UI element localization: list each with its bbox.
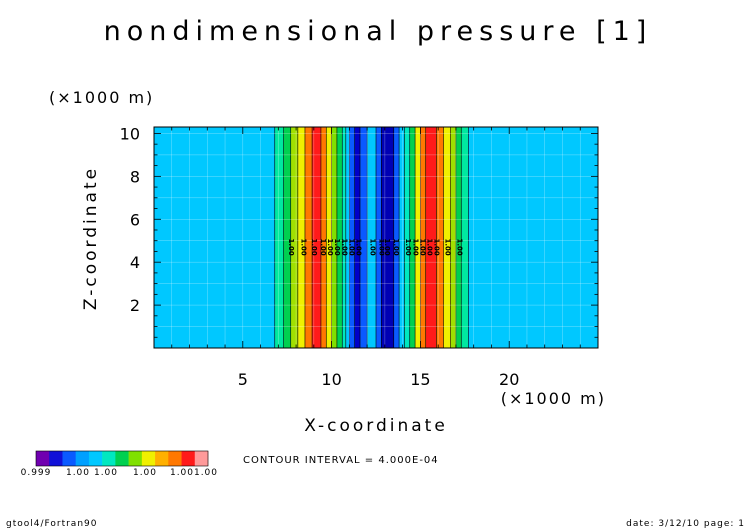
y-tick-label: 2 [130,296,140,315]
contour-label-16: 1.00 [426,239,434,256]
contour-label-10: 1.00 [378,239,386,256]
x-tick-label: 5 [238,370,248,389]
color-band-8 [326,127,333,348]
color-band-27 [443,127,452,348]
color-band-1 [274,127,285,348]
color-band-25 [425,127,437,348]
color-band-7 [320,127,327,348]
colorbar-swatch-2 [62,451,76,466]
color-band-2 [283,127,292,348]
contour-label-3: 1.00 [319,239,327,256]
colorbar-swatch-6 [115,451,129,466]
colorbar-swatch-7 [128,451,143,466]
y-tick-label: 10 [120,124,140,143]
color-band-26 [436,127,444,348]
colorbar-swatch-1 [49,451,63,466]
y-tick-label: 4 [130,253,140,272]
color-band-17 [376,127,382,348]
contour-label-19: 1.00 [456,239,464,256]
color-band-10 [336,127,343,348]
color-band-4 [297,127,306,348]
contour-label-15: 1.00 [418,239,426,256]
footer-left: gtool4/Fortran90 [6,519,97,529]
color-band-21 [404,127,411,348]
color-band-30 [461,127,469,348]
contour-label-8: 1.00 [354,239,362,256]
color-band-19 [393,127,400,348]
colorbar-label-2: 1.00 [94,468,118,478]
plot-frame [153,126,599,349]
contour-label-14: 1.00 [411,239,419,256]
color-band-11 [342,127,347,348]
contour-label-11: 1.00 [383,239,391,256]
color-band-14 [354,127,361,348]
color-band-22 [409,127,416,348]
color-band-23 [415,127,421,348]
y-tick-label: 8 [130,167,140,186]
contour-label-7: 1.00 [347,239,355,256]
colorbar-frame [35,450,209,467]
colorbar-swatch-0 [36,451,50,466]
color-band-18 [381,127,395,348]
colorbar-label-5: 1.00 [194,468,218,478]
colorbar-swatch-3 [75,451,90,466]
colorbar: 0.999 1.00 1.00 1.00 1.00 1.00 [21,450,218,478]
x-axis-label: X-coordinate [304,416,448,436]
colorbar-swatch-8 [141,451,156,466]
color-band-24 [420,127,427,348]
contour-interval-text: CONTOUR INTERVAL = 4.000E-04 [243,455,439,466]
contour-label-5: 1.00 [333,239,341,256]
color-band-0 [154,127,276,348]
plot-area: 1.00 1.00 1.00 1.00 1.00 1.00 1.00 1.00 1.00 1.00… [120,124,599,389]
x-tick-label: 15 [410,370,430,389]
x-tick-label: 20 [499,370,519,389]
y-axis-label: Z-coordinate [81,166,101,310]
color-band-13 [349,127,356,348]
color-band-15 [360,127,368,348]
colorbar-label-3: 1.00 [133,468,157,478]
color-band-12 [345,127,350,348]
color-band-29 [455,127,462,348]
contour-label-6: 1.00 [340,239,348,256]
contour-label-4: 1.00 [326,239,334,256]
y-tick-label: 6 [130,210,140,229]
colorbar-swatch-4 [88,451,103,466]
footer-right: date: 3/12/10 page: 1 [626,519,745,529]
contour-label-0: 1.00 [287,239,295,256]
colorbar-swatch-5 [102,451,116,466]
color-band-6 [312,127,322,348]
colorbar-label-1: 1.00 [66,468,90,478]
contour-label-17: 1.00 [433,239,441,256]
colorbar-swatch-9 [155,451,169,466]
x-axis-unit: (×1000 m) [501,389,606,408]
contour-label-9: 1.00 [369,239,377,256]
contour-label-13: 1.00 [404,239,412,256]
color-band-5 [304,127,313,348]
contour-label-1: 1.00 [299,239,307,256]
contour-label-12: 1.00 [392,239,400,256]
x-tick-label: 10 [321,370,341,389]
color-band-28 [450,127,457,348]
colorbar-swatch-10 [168,451,182,466]
color-band-9 [331,127,338,348]
y-axis-unit: (×1000 m) [49,88,154,107]
colorbar-swatch-12 [194,451,209,466]
chart-title: nondimensional pressure [1] [104,16,653,47]
colorbar-label-0: 0.999 [21,468,52,478]
color-band-3 [290,127,299,348]
color-band-16 [367,127,377,348]
colorbar-label-4: 1.00 [170,468,194,478]
color-band-20 [399,127,405,348]
color-band-31 [468,127,599,348]
contour-label-18: 1.00 [443,239,451,256]
contour-label-2: 1.00 [310,239,318,256]
colorbar-swatch-11 [181,451,196,466]
